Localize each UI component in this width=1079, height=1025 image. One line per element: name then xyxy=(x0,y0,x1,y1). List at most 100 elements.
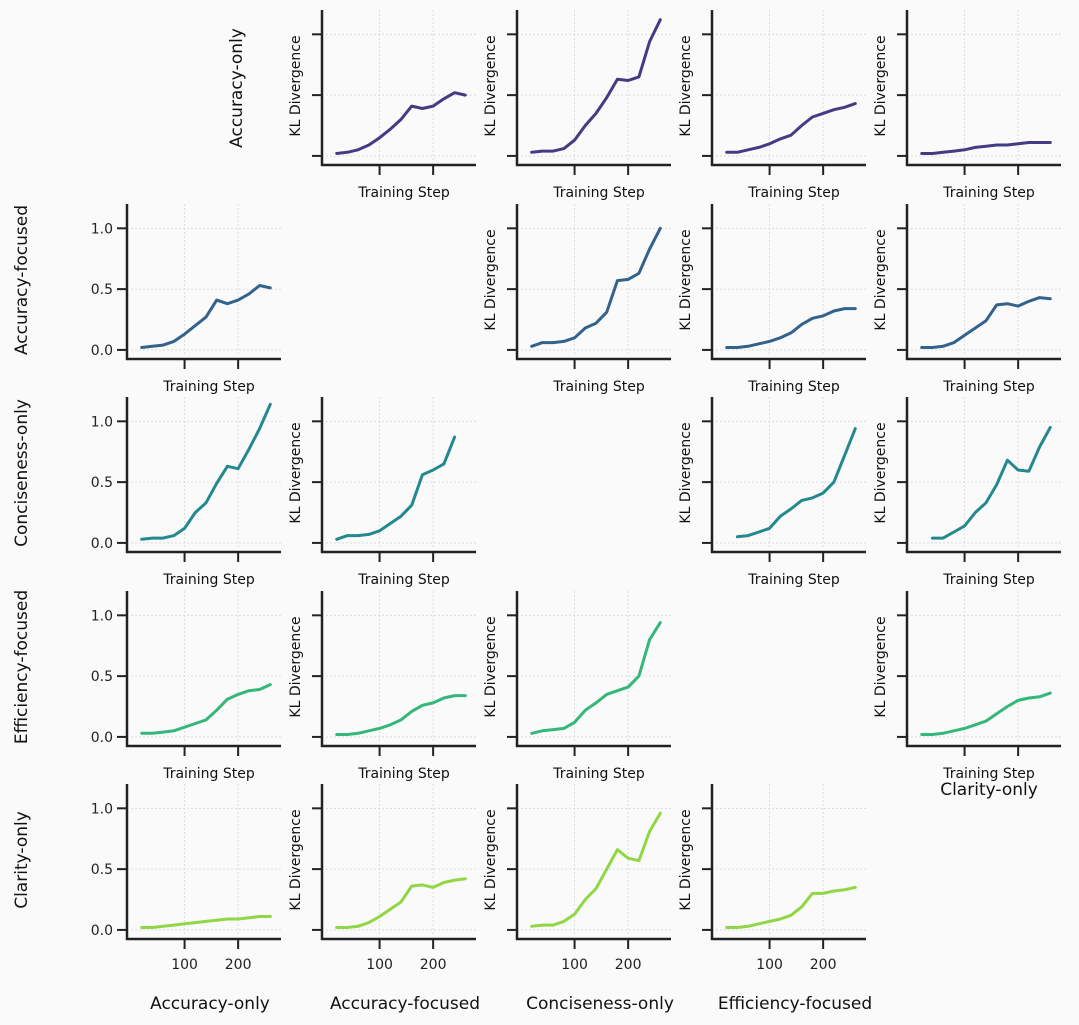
panel-accuracy-focused-vs-accuracy-only: 0.0 0.5 1.0 Training Step xyxy=(91,204,281,395)
y-axis-title: KL Divergence xyxy=(678,422,694,523)
x-axis-title: Training Step xyxy=(942,185,1035,201)
y-axis-title: KL Divergence xyxy=(288,616,304,717)
x-tick-label: 100 xyxy=(171,957,198,973)
x-tick-label: 200 xyxy=(810,957,837,973)
panel-conciseness-only-vs-accuracy-only: 0.0 0.5 1.0 Training Step xyxy=(91,397,281,588)
y-axis-title: KL Divergence xyxy=(288,35,304,136)
series-line-conciseness-only-accuracy-focused xyxy=(335,435,457,541)
y-axis-title: KL Divergence xyxy=(288,809,304,910)
x-axis-title: Training Step xyxy=(552,379,645,395)
series-line-efficiency-focused-accuracy-focused xyxy=(335,694,467,736)
panel-efficiency-focused-vs-accuracy-only: 0.0 0.5 1.0 Training Step xyxy=(91,591,281,782)
x-axis-title: Training Step xyxy=(357,185,450,201)
panel-efficiency-focused-vs-clarity-only: Training Step KL Divergence xyxy=(873,591,1061,782)
series-line-efficiency-focused-conciseness-only xyxy=(530,621,662,735)
x-tick-label: 200 xyxy=(420,957,447,973)
series-line-efficiency-focused-clarity-only xyxy=(920,691,1052,736)
x-axis-title: Training Step xyxy=(942,766,1035,782)
panel-conciseness-only-vs-clarity-only: Training Step KL Divergence xyxy=(873,397,1061,588)
panel-efficiency-focused-vs-accuracy-focused: Training Step KL Divergence xyxy=(288,591,476,782)
y-axis-title: KL Divergence xyxy=(678,229,694,330)
y-tick-label: 0.5 xyxy=(91,282,113,298)
panel-clarity-only-vs-conciseness-only: 100 200 KL Divergence xyxy=(483,784,671,973)
panel-accuracy-focused-vs-efficiency-focused: Training Step KL Divergence xyxy=(678,204,866,395)
y-tick-label: 0.0 xyxy=(91,730,113,746)
x-axis-title: Training Step xyxy=(357,572,450,588)
y-tick-label: 0.0 xyxy=(91,536,113,552)
x-tick-label: 200 xyxy=(225,957,252,973)
x-axis-title: Training Step xyxy=(552,766,645,782)
series-line-accuracy-focused-conciseness-only xyxy=(530,226,662,348)
x-axis-title: Training Step xyxy=(942,379,1035,395)
x-axis-title: Training Step xyxy=(162,572,255,588)
x-tick-label: 200 xyxy=(615,957,642,973)
panel-conciseness-only-vs-efficiency-focused: Training Step KL Divergence xyxy=(678,397,866,588)
column-label-accuracy-only: Accuracy-only xyxy=(150,994,270,1014)
panel-clarity-only-vs-accuracy-focused: 100 200 KL Divergence xyxy=(288,784,476,973)
panel-accuracy-only-vs-efficiency-focused: Training Step KL Divergence xyxy=(678,10,866,201)
series-line-conciseness-only-accuracy-only xyxy=(140,402,272,541)
series-line-accuracy-only-conciseness-only xyxy=(530,18,662,154)
y-tick-label: 1.0 xyxy=(91,414,113,430)
y-axis-title: KL Divergence xyxy=(483,809,499,910)
x-tick-label: 100 xyxy=(366,957,393,973)
diagonal-label-clarity-only: Clarity-only xyxy=(940,780,1038,800)
row-label-accuracy-focused: Accuracy-focused xyxy=(12,205,32,355)
row-label-clarity-only: Clarity-only xyxy=(12,811,32,909)
x-axis-title: Training Step xyxy=(942,572,1035,588)
y-tick-label: 1.0 xyxy=(91,221,113,237)
series-line-accuracy-only-accuracy-focused xyxy=(335,91,467,155)
y-axis-title: KL Divergence xyxy=(873,35,889,136)
x-axis-title: Training Step xyxy=(552,185,645,201)
series-line-conciseness-only-efficiency-focused xyxy=(735,427,857,539)
row-label-conciseness-only: Conciseness-only xyxy=(12,399,32,547)
panel-efficiency-focused-vs-conciseness-only: Training Step KL Divergence xyxy=(483,591,671,782)
y-tick-label: 0.5 xyxy=(91,862,113,878)
x-axis-title: Training Step xyxy=(747,572,840,588)
panel-accuracy-focused-vs-clarity-only: Training Step KL Divergence xyxy=(873,204,1061,395)
panel-accuracy-only-vs-clarity-only: Training Step KL Divergence xyxy=(873,10,1061,201)
y-axis-title: KL Divergence xyxy=(483,229,499,330)
y-tick-label: 0.0 xyxy=(91,923,113,939)
x-axis-title: Training Step xyxy=(747,379,840,395)
series-line-conciseness-only-clarity-only xyxy=(930,425,1052,540)
diagonal-label-accuracy-only: Accuracy-only xyxy=(227,28,247,148)
y-tick-label: 0.0 xyxy=(91,343,113,359)
x-axis-title: Training Step xyxy=(162,379,255,395)
series-line-clarity-only-accuracy-only xyxy=(140,915,272,929)
x-axis-title: Training Step xyxy=(162,766,255,782)
series-line-accuracy-focused-efficiency-focused xyxy=(725,307,857,349)
series-line-accuracy-focused-clarity-only xyxy=(920,296,1052,349)
panel-conciseness-only-vs-accuracy-focused: Training Step KL Divergence xyxy=(288,397,476,588)
y-axis-title: KL Divergence xyxy=(873,616,889,717)
y-axis-title: KL Divergence xyxy=(873,229,889,330)
series-line-clarity-only-conciseness-only xyxy=(530,811,662,928)
series-line-clarity-only-efficiency-focused xyxy=(725,885,857,929)
series-line-efficiency-focused-accuracy-only xyxy=(140,683,272,735)
y-axis-title: KL Divergence xyxy=(678,35,694,136)
y-axis-title: KL Divergence xyxy=(483,616,499,717)
row-label-efficiency-focused: Efficiency-focused xyxy=(12,590,32,744)
y-axis-title: KL Divergence xyxy=(483,35,499,136)
y-tick-label: 1.0 xyxy=(91,801,113,817)
series-line-accuracy-focused-accuracy-only xyxy=(140,284,272,349)
x-tick-label: 100 xyxy=(756,957,783,973)
panel-clarity-only-vs-accuracy-only: 0.0 0.5 1.0 100 200 xyxy=(91,784,281,973)
panel-accuracy-only-vs-conciseness-only: Training Step KL Divergence xyxy=(483,10,671,201)
column-label-efficiency-focused: Efficiency-focused xyxy=(718,994,872,1014)
y-axis-title: KL Divergence xyxy=(873,422,889,523)
y-tick-label: 0.5 xyxy=(91,475,113,491)
panel-accuracy-only-vs-accuracy-focused: Training Step KL Divergence xyxy=(288,10,476,201)
y-axis-title: KL Divergence xyxy=(288,422,304,523)
y-axis-title: KL Divergence xyxy=(678,809,694,910)
panel-clarity-only-vs-efficiency-focused: 100 200 KL Divergence xyxy=(678,784,866,973)
panel-accuracy-focused-vs-conciseness-only: Training Step KL Divergence xyxy=(483,204,671,395)
y-tick-label: 1.0 xyxy=(91,608,113,624)
x-axis-title: Training Step xyxy=(357,766,450,782)
series-line-accuracy-only-clarity-only xyxy=(920,141,1052,155)
column-label-accuracy-focused: Accuracy-focused xyxy=(330,994,480,1014)
y-tick-label: 0.5 xyxy=(91,669,113,685)
series-line-accuracy-only-efficiency-focused xyxy=(725,102,857,154)
x-tick-label: 100 xyxy=(561,957,588,973)
